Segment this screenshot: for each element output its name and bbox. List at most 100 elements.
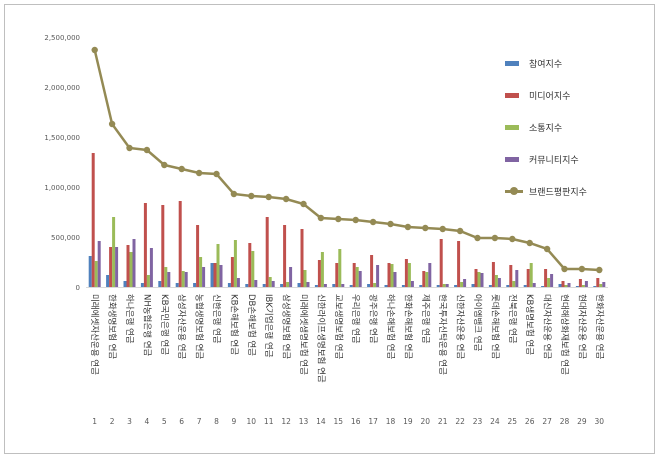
x-tick-label: 6 xyxy=(179,417,184,426)
line-point xyxy=(143,146,151,154)
x-brand-label: 하나은행 연금 xyxy=(124,294,135,344)
line-point xyxy=(178,165,185,173)
bar xyxy=(332,284,336,287)
bar xyxy=(123,281,127,287)
bar xyxy=(387,263,391,287)
legend-swatch xyxy=(505,92,519,98)
bar xyxy=(199,257,203,287)
bar xyxy=(112,217,116,287)
x-brand-label: 현대해상화재보험 연금 xyxy=(559,294,570,375)
bar xyxy=(407,263,411,287)
line-point xyxy=(526,239,533,247)
x-tick-label: 4 xyxy=(145,417,150,426)
x-brand-label: 교보생명보험 연금 xyxy=(333,294,344,359)
x-brand-label: 신한자산운용 연금 xyxy=(455,294,466,359)
x-tick-label: 17 xyxy=(368,417,378,426)
bar xyxy=(376,265,380,287)
bar xyxy=(599,284,603,287)
bar xyxy=(529,263,533,287)
y-tick-label: 1,000,000 xyxy=(44,184,80,192)
bar xyxy=(581,285,585,287)
line-point xyxy=(474,234,481,242)
bar xyxy=(289,267,293,287)
bar xyxy=(158,281,162,287)
bar xyxy=(454,285,458,287)
x-tick-label: 19 xyxy=(403,417,413,426)
bar xyxy=(341,284,345,287)
bar xyxy=(491,262,495,287)
bar xyxy=(390,264,394,287)
x-tick-label: 15 xyxy=(334,417,344,426)
line-point xyxy=(561,265,568,273)
bar xyxy=(373,283,377,287)
x-tick-label: 18 xyxy=(386,417,396,426)
bar xyxy=(210,263,214,287)
bar xyxy=(338,249,342,287)
bar xyxy=(143,203,147,287)
bar xyxy=(526,269,530,287)
x-brand-label: 미래에셋생명보험 연금 xyxy=(298,294,309,375)
x-tick-label: 8 xyxy=(214,417,219,426)
line-point xyxy=(596,266,603,274)
bar xyxy=(436,285,440,287)
bar xyxy=(303,270,307,287)
x-brand-label: 한화자산운용 연금 xyxy=(594,294,605,359)
bar xyxy=(271,281,275,287)
bar xyxy=(286,282,290,287)
bar xyxy=(425,272,429,287)
bar xyxy=(335,263,339,287)
x-brand-label: 전북은행 연금 xyxy=(507,294,518,344)
legend-line-marker xyxy=(505,186,523,195)
bar xyxy=(297,283,301,287)
x-tick-label: 1 xyxy=(92,417,97,426)
bar xyxy=(88,256,92,287)
bar xyxy=(352,263,356,287)
bar xyxy=(219,265,223,287)
bar xyxy=(547,278,551,287)
line-point xyxy=(456,227,464,235)
x-tick-label: 25 xyxy=(508,417,518,426)
bar xyxy=(512,281,516,287)
x-tick-label: 12 xyxy=(281,417,291,426)
x-tick-label: 23 xyxy=(473,417,483,426)
bar xyxy=(213,263,217,287)
x-tick-label: 26 xyxy=(525,417,535,426)
bar xyxy=(550,274,554,287)
x-tick-label: 22 xyxy=(455,417,465,426)
bar xyxy=(175,283,179,287)
x-tick-label: 24 xyxy=(490,417,500,426)
legend-label: 미디어지수 xyxy=(529,91,571,102)
bar xyxy=(265,217,269,287)
bar xyxy=(91,153,95,287)
bar xyxy=(196,225,200,287)
bar xyxy=(355,267,359,287)
bar xyxy=(184,272,188,287)
x-brand-label: 광주은행 연금 xyxy=(368,294,379,344)
x-axis: 미래에셋자산운용 연금 1 한화생명보험 연금 2 하나은행 연금 3 NH농협은행 연금 4… xyxy=(89,294,605,426)
x-brand-label: IBK기업은행 연금 xyxy=(263,294,274,358)
x-brand-label: KB국민은행 연금 xyxy=(159,294,170,355)
bar xyxy=(129,252,133,287)
bar xyxy=(106,275,110,287)
x-brand-label: DB손해보험 연금 xyxy=(246,294,256,356)
bar xyxy=(497,278,501,287)
bar xyxy=(384,285,388,287)
line-point xyxy=(404,223,412,231)
x-tick-label: 5 xyxy=(162,417,167,426)
x-brand-label: NH농협은행 연금 xyxy=(141,294,152,357)
x-tick-label: 7 xyxy=(197,417,202,426)
bar xyxy=(233,240,237,287)
line-point xyxy=(248,192,255,200)
bar xyxy=(320,252,324,287)
bar xyxy=(132,239,136,287)
x-brand-label: 한국투자신탁운용 연금 xyxy=(437,294,448,375)
x-tick-label: 28 xyxy=(560,417,570,426)
bar xyxy=(280,284,284,287)
x-tick-label: 30 xyxy=(595,417,605,426)
bar xyxy=(251,251,255,287)
bar xyxy=(230,257,234,287)
y-tick-label: 500,000 xyxy=(51,234,80,242)
line-point xyxy=(335,215,342,223)
x-tick-label: 11 xyxy=(264,417,274,426)
x-brand-label: 하나손해보험 연금 xyxy=(385,294,396,359)
